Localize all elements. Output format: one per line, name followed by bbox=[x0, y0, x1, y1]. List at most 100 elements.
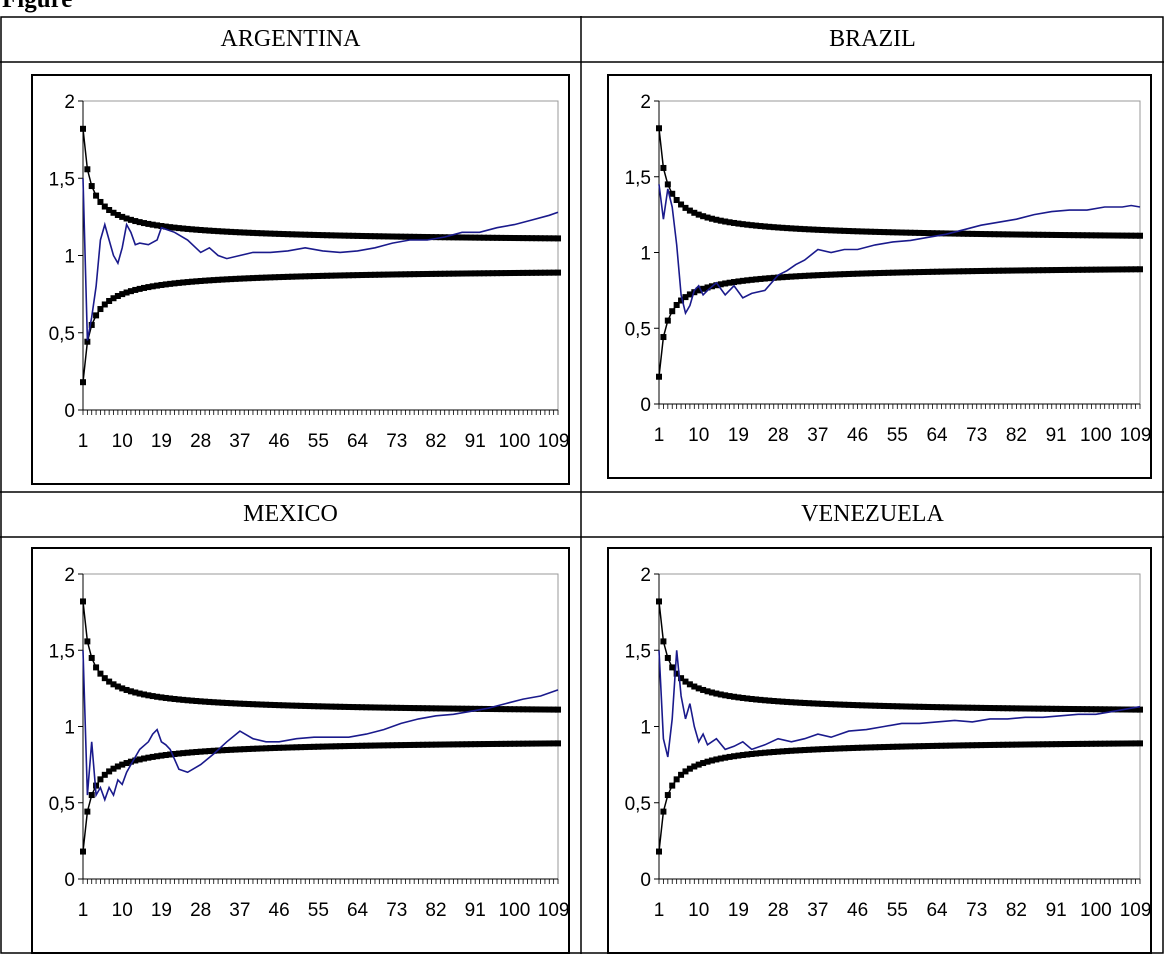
brazil-band-upper-marker bbox=[832, 227, 839, 234]
mexico-band-upper-marker bbox=[371, 704, 378, 711]
venezuela-band-upper-marker bbox=[845, 701, 852, 708]
mexico-band-lower-marker bbox=[467, 741, 474, 748]
venezuela-band-lower-marker bbox=[788, 747, 795, 754]
argentina-band-upper-marker bbox=[546, 235, 553, 242]
mexico-band-lower-marker bbox=[127, 758, 134, 765]
venezuela-band-upper-marker bbox=[872, 702, 879, 709]
brazil-band-upper-marker bbox=[960, 230, 967, 237]
brazil-band-upper-marker bbox=[1053, 231, 1060, 238]
brazil-band-upper-marker bbox=[766, 223, 773, 230]
venezuela-x-tick-label: 100 bbox=[1080, 900, 1112, 921]
venezuela-band-lower-marker bbox=[1048, 741, 1055, 748]
mexico-band-lower-marker bbox=[136, 756, 143, 763]
argentina-band-lower-marker bbox=[319, 272, 326, 279]
brazil-band-lower-marker bbox=[947, 268, 954, 275]
brazil-band-upper-marker bbox=[810, 226, 817, 233]
brazil-band-upper-marker bbox=[991, 231, 998, 238]
venezuela-band-lower-marker bbox=[1070, 740, 1077, 747]
brazil-band-lower-marker bbox=[1084, 266, 1091, 273]
panel-header-venezuela: VENEZUELA bbox=[801, 501, 944, 527]
brazil-band-lower-marker bbox=[1137, 266, 1143, 273]
argentina-band-lower-marker bbox=[454, 270, 461, 277]
venezuela-band-lower-marker bbox=[956, 742, 963, 749]
venezuela-band-upper-marker bbox=[823, 701, 830, 708]
venezuela-band-upper-marker bbox=[1053, 705, 1060, 712]
brazil-x-tick-label: 64 bbox=[926, 425, 948, 446]
mexico-band-lower-marker bbox=[533, 740, 540, 747]
mexico-band-upper-marker bbox=[106, 678, 113, 685]
argentina-band-upper-marker bbox=[106, 207, 113, 214]
venezuela-y-tick-label: 1,5 bbox=[625, 641, 651, 662]
argentina-x-tick-label: 46 bbox=[269, 431, 290, 452]
brazil-band-lower-marker bbox=[995, 267, 1002, 274]
argentina-band-lower-marker bbox=[119, 291, 126, 298]
venezuela-band-upper-marker bbox=[964, 704, 971, 711]
mexico-x-tick-label: 64 bbox=[347, 900, 369, 921]
brazil-band-upper-marker bbox=[708, 215, 715, 222]
panel-header-argentina: ARGENTINA bbox=[220, 25, 361, 52]
argentina-band-upper-marker bbox=[110, 209, 117, 216]
argentina-band-lower-marker bbox=[389, 271, 396, 278]
chart-brazil: 0 0,5 1 1,5 2 1 10 19 28 37 46 55 64 73 82 91 100 109 bbox=[625, 92, 1152, 446]
argentina-band-lower-marker bbox=[363, 271, 370, 278]
mexico-band-upper-marker bbox=[263, 701, 270, 708]
brazil-band-upper-marker bbox=[748, 222, 755, 229]
venezuela-band-lower-marker bbox=[973, 742, 980, 749]
brazil-band-lower-marker bbox=[1053, 267, 1060, 274]
mexico-band-lower-marker bbox=[341, 743, 348, 750]
mexico-band-upper-marker bbox=[141, 691, 148, 698]
mexico-band-lower-marker bbox=[315, 743, 322, 750]
mexico-band-upper-marker bbox=[267, 701, 274, 708]
brazil-y-tick-label: 0,5 bbox=[625, 319, 651, 340]
venezuela-x-tick-label: 73 bbox=[966, 900, 987, 921]
venezuela-band-upper-marker bbox=[973, 704, 980, 711]
mexico-band-upper-marker bbox=[550, 706, 557, 713]
argentina-band-upper-marker bbox=[254, 230, 261, 237]
argentina-band-lower-marker bbox=[511, 269, 518, 276]
venezuela-band-lower-marker bbox=[1004, 741, 1011, 748]
argentina-band-upper-marker bbox=[428, 234, 435, 241]
venezuela-band-upper-marker bbox=[911, 703, 918, 710]
venezuela-band-upper-marker bbox=[898, 703, 905, 710]
mexico-band-upper-marker bbox=[415, 705, 422, 712]
argentina-band-lower-marker bbox=[411, 271, 418, 278]
brazil-band-lower-marker bbox=[757, 275, 764, 282]
mexico-band-lower-marker bbox=[154, 753, 161, 760]
brazil-band-upper-marker bbox=[779, 224, 786, 231]
mexico-band-upper-marker bbox=[158, 694, 165, 701]
brazil-x-tick-label: 28 bbox=[768, 425, 789, 446]
brazil-band-lower-marker bbox=[722, 280, 729, 287]
argentina-band-lower-marker bbox=[80, 379, 86, 386]
mexico-band-upper-marker bbox=[245, 701, 252, 708]
venezuela-band-lower-marker bbox=[942, 742, 949, 749]
brazil-band-upper-marker bbox=[744, 221, 751, 228]
mexico-band-lower-marker bbox=[293, 744, 300, 751]
mexico-band-lower-marker bbox=[162, 752, 169, 759]
mexico-band-lower-marker bbox=[97, 776, 104, 783]
mexico-band-upper-marker bbox=[463, 705, 470, 712]
argentina-band-upper-marker bbox=[385, 233, 392, 240]
mexico-band-lower-marker bbox=[223, 747, 230, 754]
argentina-band-upper-marker bbox=[489, 234, 496, 241]
argentina-band-lower-marker bbox=[210, 277, 217, 284]
mexico-band-upper-marker bbox=[354, 704, 361, 711]
mexico-series-line bbox=[82, 650, 559, 803]
argentina-band-lower-marker bbox=[276, 274, 283, 281]
mexico-band-upper-marker bbox=[241, 700, 248, 707]
brazil-band-upper-marker bbox=[1061, 232, 1068, 239]
brazil-band-upper-marker bbox=[757, 223, 764, 230]
argentina-band-upper-marker bbox=[276, 230, 283, 237]
argentina-band-upper-marker bbox=[184, 225, 191, 232]
argentina-band-upper-marker bbox=[141, 220, 148, 227]
argentina-band-lower-marker bbox=[476, 270, 483, 277]
venezuela-band-upper-marker bbox=[978, 704, 985, 711]
argentina-band-lower-marker bbox=[114, 292, 121, 299]
brazil-band-upper-marker bbox=[731, 219, 738, 226]
mexico-band-upper-marker bbox=[350, 704, 357, 711]
brazil-band-lower-marker bbox=[1000, 267, 1007, 274]
brazil-band-upper-marker bbox=[1101, 232, 1108, 239]
venezuela-band-upper-marker bbox=[1026, 705, 1033, 712]
brazil-band-upper-marker bbox=[704, 214, 711, 221]
mexico-band-lower-marker bbox=[245, 745, 252, 752]
venezuela-band-lower-marker bbox=[1066, 741, 1073, 748]
